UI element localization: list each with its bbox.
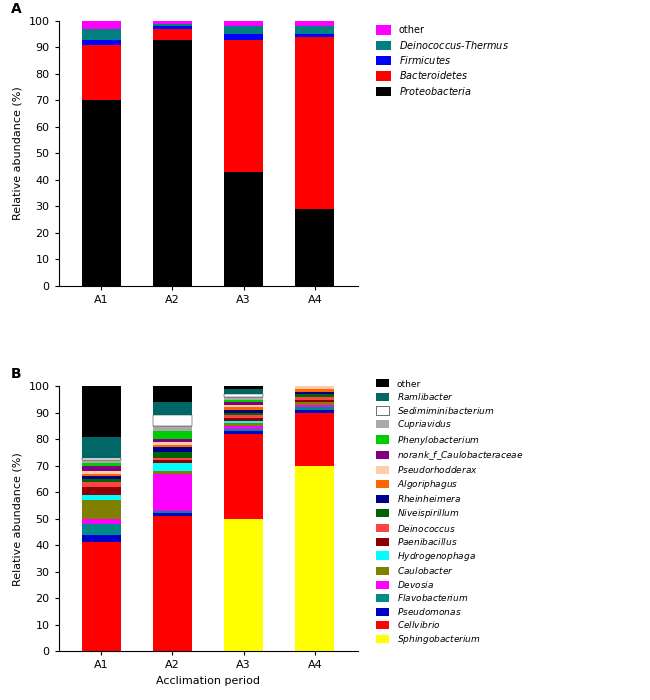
Bar [82, 466, 121, 471]
Bar [295, 405, 334, 407]
Bar [153, 444, 192, 447]
Bar [295, 407, 334, 410]
Bar [82, 21, 121, 29]
Bar [153, 29, 192, 39]
Bar [82, 519, 121, 524]
Bar [153, 471, 192, 474]
Bar [153, 461, 192, 463]
Bar [295, 394, 334, 397]
Bar [82, 476, 121, 479]
Bar [224, 402, 263, 405]
Bar [153, 516, 192, 651]
Bar [153, 27, 192, 29]
Bar [224, 407, 263, 410]
Bar [153, 24, 192, 27]
Bar [224, 413, 263, 415]
Bar [153, 39, 192, 286]
Bar [82, 458, 121, 461]
Bar [153, 447, 192, 452]
Bar [82, 463, 121, 466]
Bar [82, 461, 121, 463]
Bar [295, 37, 334, 209]
Bar [224, 381, 263, 389]
Bar [82, 500, 121, 519]
Bar [295, 400, 334, 402]
Bar [224, 39, 263, 172]
Bar [224, 415, 263, 418]
Bar [82, 386, 121, 437]
Bar [82, 479, 121, 482]
Bar [295, 389, 334, 391]
Bar [224, 421, 263, 424]
Bar [224, 434, 263, 519]
Bar [295, 397, 334, 400]
Bar [224, 389, 263, 394]
Bar [153, 511, 192, 513]
Bar [224, 424, 263, 426]
Bar [153, 513, 192, 516]
Bar [224, 410, 263, 413]
Bar [82, 100, 121, 286]
Bar [295, 381, 334, 384]
Bar [82, 482, 121, 487]
Bar [295, 379, 334, 381]
Bar [153, 463, 192, 471]
Bar [82, 495, 121, 500]
Bar [153, 415, 192, 426]
Bar [82, 524, 121, 535]
Bar [295, 391, 334, 394]
Bar [224, 397, 263, 400]
Bar [224, 426, 263, 428]
Bar [153, 21, 192, 24]
Bar [224, 172, 263, 286]
Bar [295, 34, 334, 37]
Bar [224, 400, 263, 402]
Bar [295, 466, 334, 651]
Bar [82, 474, 121, 476]
Bar [295, 386, 334, 389]
Bar [295, 402, 334, 405]
Bar [295, 209, 334, 286]
Bar [224, 405, 263, 407]
Bar [295, 27, 334, 34]
Bar [153, 439, 192, 442]
Legend: other, $\it{Ramlibacter}$, $\it{Sedimiminibacterium}$, $\it{Cupriavidus}$, $\it{: other, $\it{Ramlibacter}$, $\it{Sedimimi… [374, 377, 525, 648]
Bar [153, 442, 192, 444]
Text: B: B [10, 368, 21, 382]
Bar [224, 27, 263, 34]
Bar [82, 39, 121, 45]
Bar [295, 413, 334, 466]
Bar [224, 431, 263, 434]
Bar [82, 45, 121, 100]
X-axis label: Acclimation period: Acclimation period [156, 676, 260, 685]
Bar [153, 426, 192, 431]
Y-axis label: Relative abundance (%): Relative abundance (%) [13, 452, 23, 585]
Bar [224, 418, 263, 421]
Bar [82, 542, 121, 651]
Bar [224, 21, 263, 27]
Bar [82, 471, 121, 474]
Bar [295, 21, 334, 27]
Bar [82, 437, 121, 458]
Bar [153, 431, 192, 439]
Bar [224, 428, 263, 431]
Bar [295, 384, 334, 386]
Bar [224, 519, 263, 651]
Bar [153, 474, 192, 511]
Bar [295, 410, 334, 413]
Bar [224, 394, 263, 397]
Bar [224, 34, 263, 39]
Bar [153, 458, 192, 461]
Legend: other, $\it{Deinococcus}$-$\it{Thermus}$, $\it{Firmicutes}$, $\it{Bacteroidetes}: other, $\it{Deinococcus}$-$\it{Thermus}$… [374, 23, 510, 99]
Bar [82, 487, 121, 495]
Text: A: A [10, 2, 21, 16]
Bar [82, 535, 121, 542]
Bar [82, 29, 121, 39]
Bar [153, 402, 192, 415]
Bar [153, 384, 192, 402]
Bar [153, 452, 192, 458]
Y-axis label: Relative abundance (%): Relative abundance (%) [13, 87, 23, 220]
